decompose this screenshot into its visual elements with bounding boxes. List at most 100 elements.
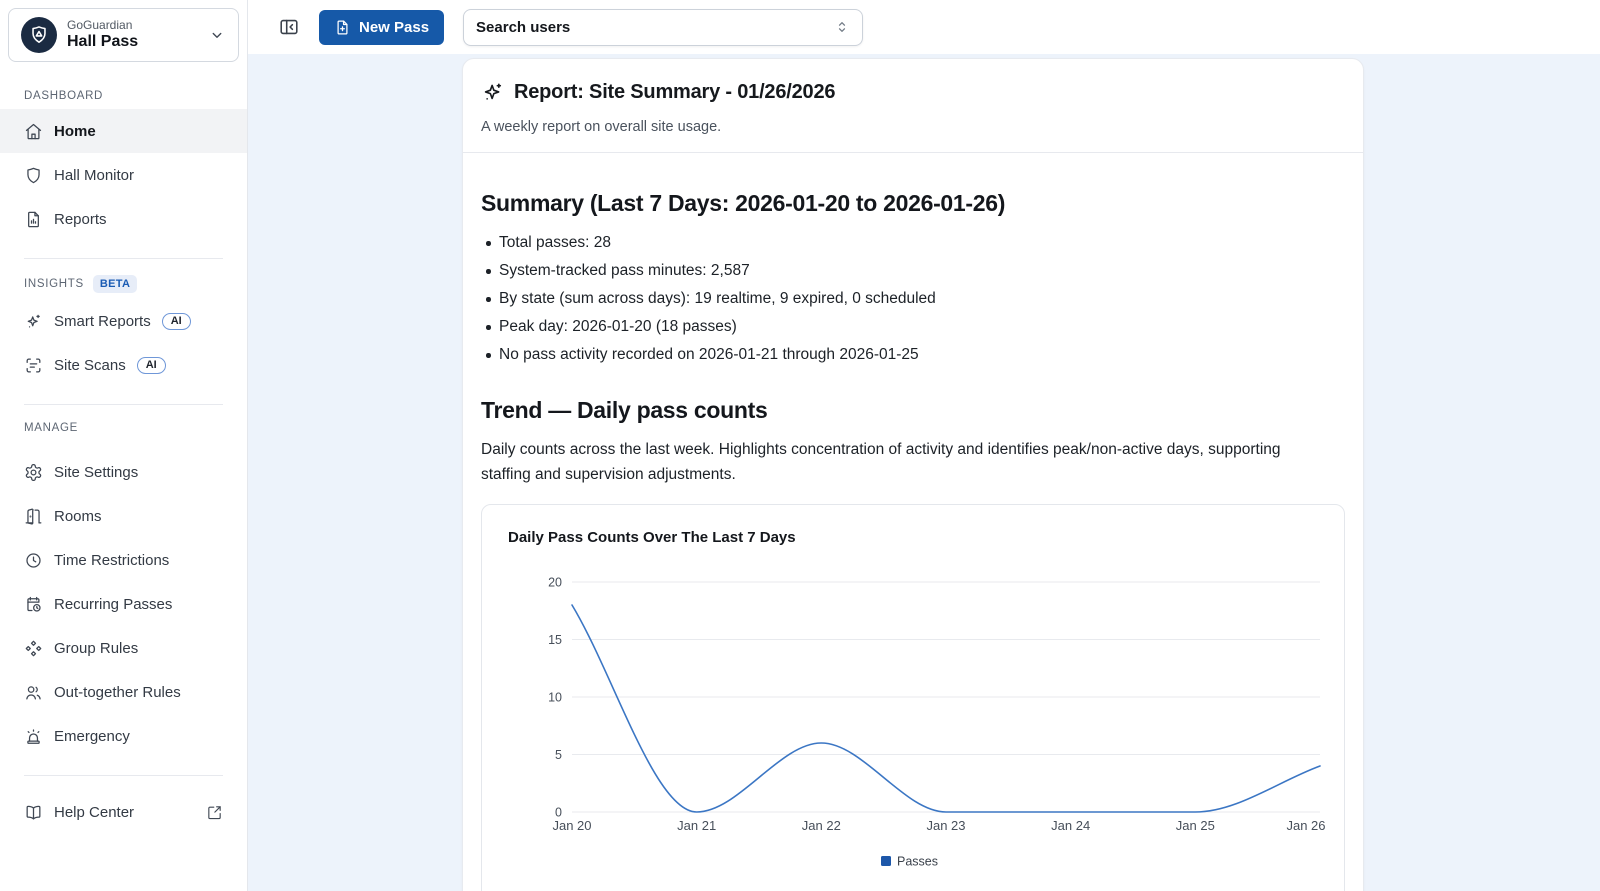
svg-text:Jan 25: Jan 25 xyxy=(1176,818,1215,833)
gear-icon xyxy=(24,463,43,482)
insights-nav: Smart Reports AI Site Scans AI xyxy=(0,299,247,387)
manage-section-label: MANAGE xyxy=(24,422,78,434)
summary-bullet: Peak day: 2026-01-20 (18 passes) xyxy=(481,317,1345,337)
content-area: Report: Site Summary - 01/26/2026 A week… xyxy=(248,54,1600,891)
chevrons-up-down-icon xyxy=(834,19,850,35)
sidebar: GoGuardian Hall Pass DASHBOARD Home Hall … xyxy=(0,0,248,891)
sidebar-item-reports[interactable]: Reports xyxy=(0,197,247,241)
sidebar-item-label: Site Scans xyxy=(54,356,126,374)
panel-left-close-icon xyxy=(278,16,300,38)
sidebar-item-label: Group Rules xyxy=(54,639,139,657)
search-users-placeholder: Search users xyxy=(476,18,571,36)
legend-marker xyxy=(881,856,891,866)
sidebar-divider xyxy=(24,258,223,259)
collapse-sidebar-button[interactable] xyxy=(278,16,300,38)
svg-text:Jan 22: Jan 22 xyxy=(802,818,841,833)
sidebar-item-label: Time Restrictions xyxy=(54,551,170,569)
sidebar-item-label: Hall Monitor xyxy=(54,166,135,184)
svg-text:Jan 20: Jan 20 xyxy=(552,818,591,833)
sidebar-item-label: Smart Reports xyxy=(54,312,151,330)
chart-title: Daily Pass Counts Over The Last 7 Days xyxy=(508,529,796,546)
dashboard-section-label: DASHBOARD xyxy=(24,90,104,102)
door-icon xyxy=(24,507,43,526)
chart-card: Daily Pass Counts Over The Last 7 Days 0… xyxy=(481,504,1345,891)
card-divider xyxy=(463,152,1363,153)
report-card: Report: Site Summary - 01/26/2026 A week… xyxy=(462,58,1364,891)
org-name: GoGuardian xyxy=(67,17,133,32)
topbar: New Pass Search users xyxy=(248,0,1600,54)
beta-badge: BETA xyxy=(92,275,138,293)
trend-heading: Trend — Daily pass counts xyxy=(481,397,768,423)
svg-text:0: 0 xyxy=(555,806,562,820)
sidebar-item-label: Emergency xyxy=(54,727,130,745)
report-title: Report: Site Summary - 01/26/2026 xyxy=(514,81,836,103)
summary-list: Total passes: 28 System-tracked pass minu… xyxy=(481,233,1345,365)
ai-badge: AI xyxy=(136,356,166,374)
sidebar-item-emergency[interactable]: Emergency xyxy=(0,714,247,758)
sidebar-item-label: Help Center xyxy=(54,803,135,821)
sidebar-item-site-settings[interactable]: Site Settings xyxy=(0,450,247,494)
chevron-down-icon xyxy=(208,26,226,44)
sidebar-item-site-scans[interactable]: Site Scans AI xyxy=(0,343,247,387)
summary-bullet: No pass activity recorded on 2026-01-21 … xyxy=(481,345,1345,365)
sidebar-item-label: Rooms xyxy=(54,507,102,525)
summary-bullet: Total passes: 28 xyxy=(481,233,1345,253)
trend-description: Daily counts across the last week. Highl… xyxy=(481,441,1281,483)
sidebar-item-rooms[interactable]: Rooms xyxy=(0,494,247,538)
file-plus-icon xyxy=(334,19,351,36)
summary-bullet: System-tracked pass minutes: 2,587 xyxy=(481,261,1345,281)
summary-heading: Summary (Last 7 Days: 2026-01-20 to 2026… xyxy=(481,190,1006,216)
sidebar-divider xyxy=(24,404,223,405)
insights-section-label: INSIGHTS BETA xyxy=(0,275,247,293)
sidebar-item-home[interactable]: Home xyxy=(0,109,247,153)
product-name: Hall Pass xyxy=(67,32,139,50)
org-switcher[interactable]: GoGuardian Hall Pass xyxy=(8,8,239,62)
sidebar-item-smart-reports[interactable]: Smart Reports AI xyxy=(0,299,247,343)
goguardian-logo-icon xyxy=(21,17,57,53)
svg-text:20: 20 xyxy=(548,576,562,590)
svg-text:Jan 21: Jan 21 xyxy=(677,818,716,833)
sparkles-icon xyxy=(24,312,43,331)
calendar-clock-icon xyxy=(24,595,43,614)
sidebar-item-label: Out-together Rules xyxy=(54,683,181,701)
report-subtitle: A weekly report on overall site usage. xyxy=(481,119,722,135)
home-icon xyxy=(24,122,43,141)
sidebar-item-label: Home xyxy=(54,122,96,140)
external-link-icon xyxy=(206,804,223,821)
svg-text:Jan 23: Jan 23 xyxy=(926,818,965,833)
scan-icon xyxy=(24,356,43,375)
svg-text:5: 5 xyxy=(555,748,562,762)
daily-pass-counts-chart: 0 5 10 15 20 Jan 20 Jan 21 Jan 22 Jan 23 Jan 24 Ja… xyxy=(548,576,1325,869)
new-pass-button[interactable]: New Pass xyxy=(319,9,445,45)
sidebar-item-label: Reports xyxy=(54,210,107,228)
svg-text:10: 10 xyxy=(548,691,562,705)
sparkle-icon xyxy=(481,81,504,104)
manage-nav: Site Settings Rooms Time Restrictions Recur… xyxy=(0,450,247,758)
sidebar-item-group-rules[interactable]: Group Rules xyxy=(0,626,247,670)
search-users-select[interactable]: Search users xyxy=(463,8,864,46)
clock-icon xyxy=(24,551,43,570)
svg-text:Jan 26: Jan 26 xyxy=(1286,818,1325,833)
shapes-icon xyxy=(24,639,43,658)
svg-text:Jan 24: Jan 24 xyxy=(1051,818,1090,833)
sidebar-item-help-center[interactable]: Help Center xyxy=(0,790,247,834)
dashboard-nav: Home Hall Monitor Reports xyxy=(0,109,247,241)
file-chart-icon xyxy=(24,210,43,229)
sidebar-divider xyxy=(24,775,223,776)
summary-bullet: By state (sum across days): 19 realtime,… xyxy=(481,289,1345,309)
legend-label: Passes xyxy=(897,855,938,869)
new-pass-label: New Pass xyxy=(359,18,430,36)
sidebar-item-recurring-passes[interactable]: Recurring Passes xyxy=(0,582,247,626)
sidebar-item-label: Site Settings xyxy=(54,463,139,481)
shield-icon xyxy=(24,166,43,185)
sidebar-item-time-restrictions[interactable]: Time Restrictions xyxy=(0,538,247,582)
sidebar-item-label: Recurring Passes xyxy=(54,595,173,613)
svg-text:15: 15 xyxy=(548,633,562,647)
book-icon xyxy=(24,803,43,822)
siren-icon xyxy=(24,727,43,746)
users-icon xyxy=(24,683,43,702)
sidebar-item-out-together-rules[interactable]: Out-together Rules xyxy=(0,670,247,714)
sidebar-item-hall-monitor[interactable]: Hall Monitor xyxy=(0,153,247,197)
ai-badge: AI xyxy=(161,312,191,330)
insights-label-text: INSIGHTS xyxy=(24,278,84,290)
